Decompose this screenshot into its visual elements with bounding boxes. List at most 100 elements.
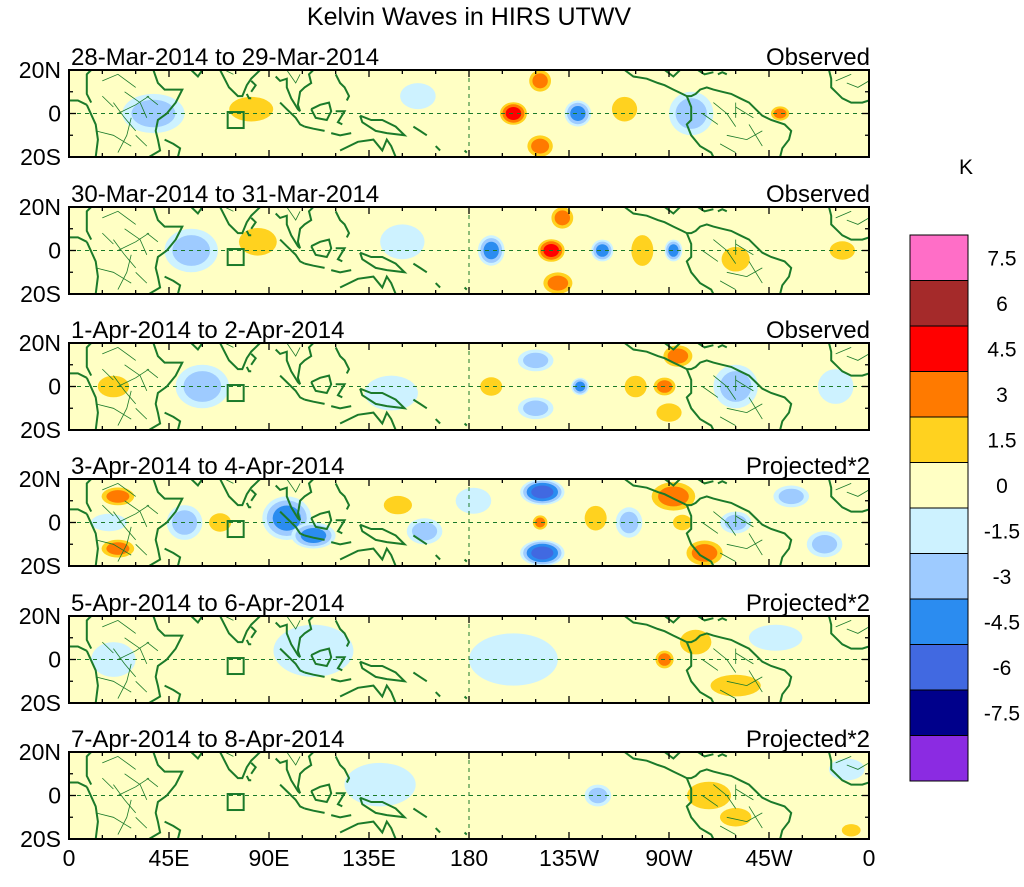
contour-blob-3-level-1	[344, 762, 416, 807]
border-3	[124, 773, 148, 801]
coastline-11	[304, 534, 325, 541]
border-18	[835, 347, 852, 355]
coastline-19	[434, 282, 441, 289]
contour-blob-14-level-2	[584, 505, 607, 531]
border-1	[102, 210, 136, 225]
coastline-17	[339, 410, 397, 430]
contour-blob-7-level-2	[523, 400, 549, 416]
coastline-16	[359, 387, 408, 410]
border-2	[113, 648, 137, 678]
colorbar-swatch	[909, 507, 969, 554]
contour-blob-8-level-2	[383, 495, 412, 515]
contour-blob-9-level-2	[411, 522, 438, 541]
y-tick-label: 20S	[20, 690, 61, 716]
contour-blob-21-level-2	[811, 535, 838, 554]
border-2	[113, 239, 137, 269]
contour-blob-1-level-2	[131, 99, 176, 128]
y-tick-label: 20S	[20, 826, 61, 852]
coastline-19	[434, 554, 441, 561]
border-9	[146, 95, 159, 106]
border-14	[748, 533, 763, 556]
coastline-20	[463, 695, 468, 700]
border-1	[102, 755, 136, 770]
panel-mode-label: Observed	[766, 44, 870, 71]
coastline-26	[828, 752, 869, 786]
contour-blob-5-level-4	[505, 107, 522, 120]
border-5	[135, 817, 148, 829]
coastline-14	[330, 541, 352, 546]
x-tick-label: 0	[63, 845, 76, 871]
coastline-15	[334, 619, 351, 647]
border-3	[124, 500, 148, 528]
coastline-6	[219, 343, 261, 371]
border-6	[117, 232, 150, 251]
contour-blob-6-level-2	[719, 808, 752, 827]
contour-blob-9-level-3	[595, 244, 609, 257]
border-2	[113, 102, 137, 132]
coastline-20	[463, 286, 468, 291]
border-19	[286, 343, 301, 357]
coastline-7	[245, 639, 252, 646]
border-8	[117, 390, 132, 426]
y-tick-label: 20N	[19, 603, 61, 629]
contour-blob-3-level-1	[308, 246, 363, 281]
coastline-28	[250, 80, 258, 93]
coastlines	[69, 343, 869, 430]
coastline-2	[85, 207, 93, 241]
x-tick-label: 45W	[745, 845, 793, 871]
x-tick-label: 90E	[249, 845, 290, 871]
coastline-26	[828, 616, 869, 650]
colorbar-swatch	[909, 644, 969, 691]
border-14	[748, 806, 763, 829]
border-1	[102, 619, 136, 634]
coastline-16	[359, 796, 408, 819]
colorbar-swatch	[909, 598, 969, 645]
coastline-10	[279, 238, 306, 265]
border-17	[846, 80, 869, 88]
border-7	[102, 641, 114, 654]
colorbar: K 7.5 6 4.5 3 1.5 0 -1.5 -3 -4.5 -6 -7.5	[909, 156, 1020, 782]
coastline-16	[359, 251, 408, 274]
y-tick-label: 0	[48, 510, 61, 536]
y-tick-label: 0	[48, 783, 61, 809]
coastline-28	[250, 217, 258, 230]
border-8	[117, 799, 132, 835]
coastline-18	[412, 671, 428, 683]
panel-5: 20N 0 20S 5-Apr-2014 to 6-Apr-2014 Projected…	[19, 590, 870, 716]
border-1	[102, 73, 136, 88]
x-tick-label: 45E	[149, 845, 190, 871]
coastline-10	[279, 101, 306, 128]
border-17	[846, 626, 869, 634]
reference-box	[226, 384, 245, 403]
coastline-23	[664, 479, 681, 487]
panel-date-range: 5-Apr-2014 to 6-Apr-2014	[71, 590, 345, 617]
colorbar-swatch	[909, 280, 969, 327]
border-17	[846, 217, 869, 225]
contour-blob-4-level-1	[400, 83, 436, 110]
coastline-4	[164, 411, 182, 430]
coastline-5	[190, 479, 204, 488]
coastline-17	[339, 274, 397, 294]
panel-mode-label: Observed	[766, 317, 870, 344]
contour-blob-2-level-1	[175, 760, 230, 787]
coastline-18	[412, 125, 428, 137]
reference-box	[226, 248, 245, 267]
coastline-4	[164, 820, 182, 839]
border-18	[835, 73, 852, 82]
border-9	[146, 777, 159, 788]
contour-blob-17-level-3	[691, 544, 718, 562]
border-15	[719, 280, 736, 290]
border-16	[735, 652, 754, 665]
border-18	[835, 756, 852, 764]
coastline-8	[274, 348, 301, 386]
coastline-25	[717, 344, 728, 349]
coastline-18	[412, 398, 428, 410]
y-tick-label: 20N	[19, 739, 61, 765]
colorbar-level-label: -7.5	[984, 703, 1020, 726]
contour-blob-5-level-1	[469, 633, 558, 686]
contour-blob-11-level-3	[773, 108, 787, 119]
border-18	[835, 210, 852, 219]
coastline-25	[717, 71, 728, 76]
border-13	[702, 250, 719, 262]
border-15	[719, 689, 736, 699]
